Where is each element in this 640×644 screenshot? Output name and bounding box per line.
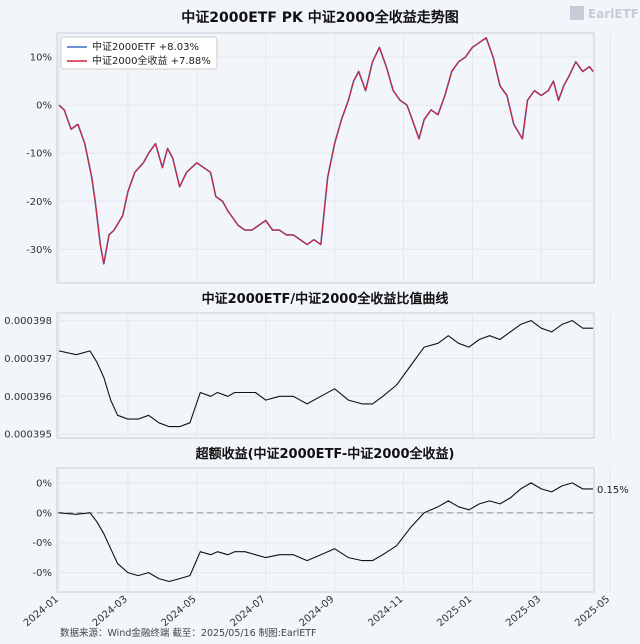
- panel-2-frame: [56, 312, 595, 439]
- legend-label-etf: 中证2000ETF +8.03%: [92, 40, 199, 53]
- series-line-1: [58, 36, 594, 265]
- xtick-label: 2024-11: [366, 594, 405, 629]
- xtick-label: 2025-05: [573, 594, 612, 629]
- xtick-label: 2025-01: [435, 594, 474, 629]
- xtick-label: 2025-03: [504, 594, 543, 629]
- xtick-label: 2024-09: [297, 594, 336, 629]
- ytick-label: -0%: [33, 538, 52, 549]
- footer-source: 数据来源：Wind金融终端 截至：2025/05/16 制图:EarlETF: [60, 627, 317, 639]
- chart-title-1: 中证2000ETF PK 中证2000全收益走势图: [181, 9, 458, 26]
- ytick-label: -30%: [26, 245, 52, 256]
- ytick-label: -20%: [26, 197, 52, 208]
- chart-title-2: 中证2000ETF/中证2000全收益比值曲线: [202, 291, 449, 307]
- series-line-2: [58, 37, 594, 265]
- panel-1-frame: [56, 32, 595, 284]
- ytick-label: 0%: [36, 101, 52, 112]
- legend-label-index: 中证2000全收益 +7.88%: [92, 54, 211, 67]
- xtick-label: 2024-07: [229, 594, 268, 629]
- ytick-label: 0.000398: [4, 316, 52, 327]
- ytick-label: -10%: [26, 149, 52, 160]
- xtick-label: 2024-03: [91, 594, 130, 629]
- legend: 中证2000ETF +8.03% 中证2000全收益 +7.88%: [60, 36, 218, 70]
- ytick-label: 10%: [30, 53, 52, 64]
- ytick-label: 0.000397: [4, 354, 52, 365]
- end-value-label: 0.15%: [597, 485, 629, 496]
- xtick-label: 2024-01: [22, 594, 61, 629]
- logo-text: EarlETF: [588, 7, 639, 21]
- chart-title-3: 超额收益(中证2000ETF-中证2000全收益): [196, 446, 455, 462]
- xtick-label: 2024-05: [160, 594, 199, 629]
- logo: EarlETF: [570, 6, 639, 21]
- series-line-1: [58, 320, 593, 428]
- ytick-label: 0.000395: [4, 430, 52, 441]
- ytick-label: 0.000396: [4, 392, 52, 403]
- ytick-label: 0%: [36, 478, 52, 489]
- panel-3-frame: [56, 467, 595, 593]
- ytick-label: -0%: [33, 568, 52, 579]
- series-line-1: [58, 482, 593, 583]
- ytick-label: 0%: [36, 508, 52, 519]
